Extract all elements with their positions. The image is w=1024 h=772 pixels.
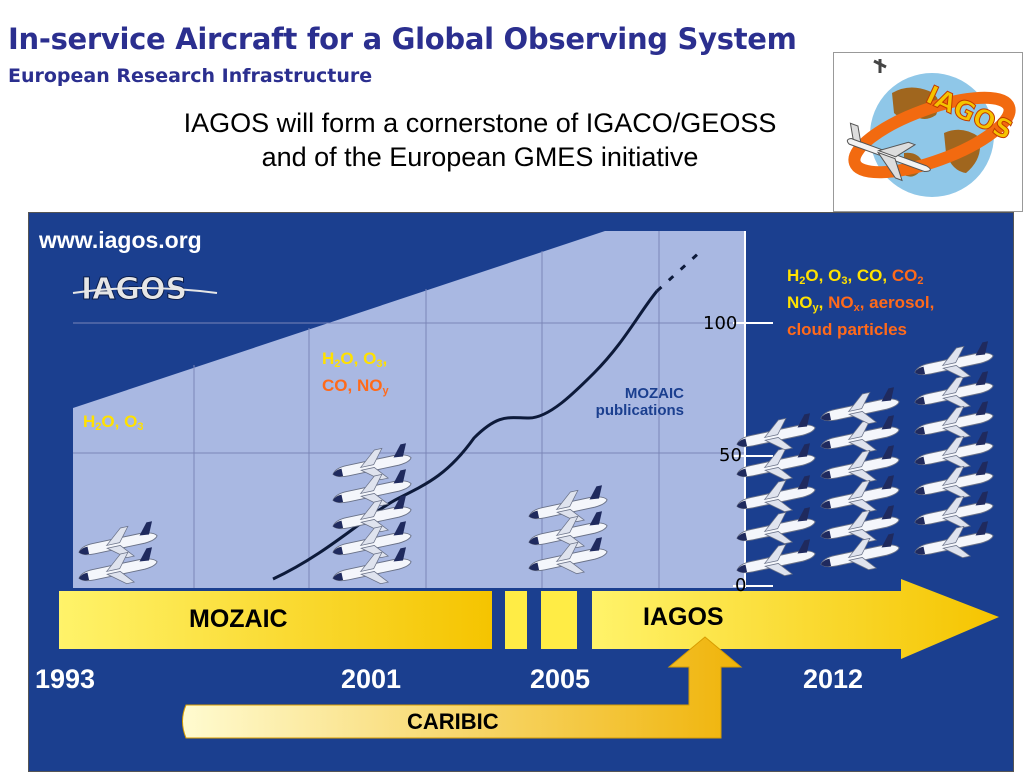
- gases-2001: H2O, O3, CO, NOy: [322, 349, 389, 397]
- axis-tick-0: 0: [735, 575, 747, 596]
- year-2012: 2012: [803, 664, 864, 694]
- aircraft-fleet: [78, 341, 994, 585]
- aircraft-icon: [914, 431, 994, 469]
- year-2001: 2001: [341, 664, 402, 694]
- aircraft-icon: [332, 469, 412, 507]
- aircraft-icon: [528, 537, 608, 575]
- globe-airplane-logo-icon: IAGOS: [846, 59, 1018, 197]
- aircraft-icon: [820, 415, 900, 453]
- year-1993: 1993: [35, 664, 96, 694]
- axis-tick-100: 100: [703, 313, 738, 334]
- aircraft-icon: [914, 521, 994, 559]
- aircraft-icon: [332, 495, 412, 533]
- timeline-graphic: IAGOS: [59, 231, 999, 739]
- aircraft-icon: [914, 371, 994, 409]
- aircraft-icon: [736, 413, 816, 451]
- chart-background: [73, 231, 745, 588]
- iagos-emblem: IAGOS: [72, 272, 218, 308]
- publications-curve-projection: [655, 249, 703, 293]
- headline-line-1: IAGOS will form a cornerstone of IGACO/G…: [183, 108, 777, 138]
- aircraft-icon: [528, 511, 608, 549]
- aircraft-icon: [528, 485, 608, 523]
- aircraft-icon: [78, 521, 158, 559]
- year-2005: 2005: [530, 664, 591, 694]
- timeline-gap-segment-1: [505, 591, 527, 649]
- axis-tick-50: 50: [719, 445, 742, 466]
- caribic-label: CARIBIC: [407, 709, 499, 734]
- chart-axis-ticks: [733, 322, 773, 587]
- aircraft-icon: [820, 533, 900, 571]
- gases-2012: H2O, O3, CO, CO2 NOy, NOx, aerosol, clou…: [787, 266, 935, 339]
- iagos-arrow: [592, 579, 999, 659]
- aircraft-icon: [736, 507, 816, 545]
- aircraft-icon: [736, 539, 816, 577]
- website-url[interactable]: www.iagos.org: [39, 227, 202, 253]
- aircraft-icon: [914, 491, 994, 529]
- iagos-logo: IAGOS: [833, 52, 1023, 212]
- aircraft-icon: [820, 445, 900, 483]
- aircraft-icon: [736, 475, 816, 513]
- aircraft-icon: [914, 401, 994, 439]
- aircraft-icon: [914, 461, 994, 499]
- aircraft-icon: [332, 443, 412, 481]
- aircraft-icon: [820, 475, 900, 513]
- aircraft-icon: [914, 341, 994, 379]
- aircraft-icon: [332, 521, 412, 559]
- headline: IAGOS will form a cornerstone of IGACO/G…: [95, 106, 865, 174]
- mozaic-bar: [59, 591, 492, 649]
- timeline-gap-segment-2: [541, 591, 577, 649]
- mozaic-label: MOZAIC: [189, 605, 288, 633]
- caribic-arrow: [182, 636, 743, 739]
- chart-gridlines: [73, 231, 745, 588]
- aircraft-icon: [736, 443, 816, 481]
- iagos-timeline-panel: IAGOS www.iagos.org H2O, O3 H2O, O3, CO,…: [28, 212, 1014, 772]
- publications-label: MOZAIC publications: [595, 385, 684, 419]
- page-subtitle: European Research Infrastructure: [8, 65, 373, 87]
- aircraft-icon: [820, 387, 900, 425]
- headline-line-2: and of the European GMES initiative: [261, 142, 699, 172]
- page-title: In-service Aircraft for a Global Observi…: [8, 22, 797, 56]
- aircraft-icon: [332, 547, 412, 585]
- aircraft-icon: [78, 547, 158, 585]
- iagos-label: IAGOS: [643, 603, 724, 631]
- gases-1993: H2O, O3: [83, 412, 144, 433]
